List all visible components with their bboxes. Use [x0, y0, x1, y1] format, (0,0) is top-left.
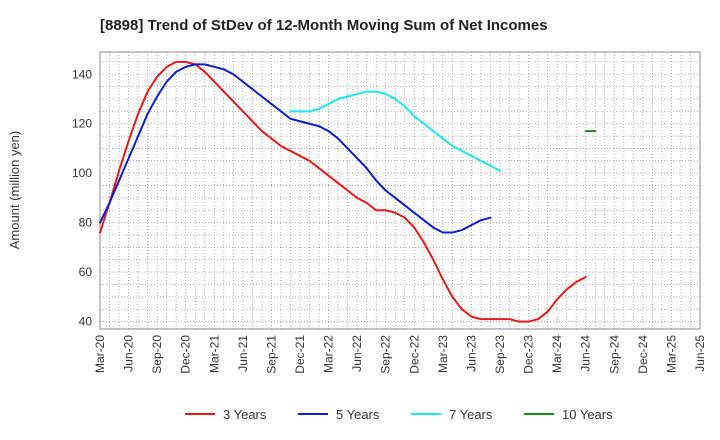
x-tick-label: Sep-24: [607, 335, 621, 374]
x-tick-label: Mar-20: [93, 335, 107, 373]
y-tick-label: 80: [79, 216, 93, 230]
y-axis-label: Amount (million yen): [7, 131, 22, 250]
x-axis: Mar-20 Jun-20 Sep-20 Dec-20 Mar-21 Jun-21 Sep-…: [93, 335, 707, 374]
x-tick-label: Dec-22: [407, 335, 421, 374]
series-line-5-years: [99, 63, 492, 234]
x-tick-label: Dec-21: [293, 335, 307, 374]
x-tick-label: Jun-20: [122, 335, 136, 372]
series-line-3-years: [99, 60, 587, 323]
y-tick-label: 60: [79, 265, 93, 279]
x-tick-label: Mar-21: [207, 335, 221, 373]
x-tick-label: Mar-22: [322, 335, 336, 373]
legend-label: 3 Years: [223, 407, 267, 422]
plot-area: [99, 51, 701, 330]
x-tick-label: Sep-22: [379, 335, 393, 374]
x-tick-label: Jun-24: [579, 335, 593, 372]
x-tick-label: Sep-23: [493, 335, 507, 374]
series-line-7-years: [289, 90, 501, 172]
legend-label: 10 Years: [562, 407, 613, 422]
legend: 3 Years 5 Years 7 Years 10 Years: [185, 407, 613, 422]
chart-title: [8898] Trend of StDev of 12-Month Moving…: [100, 17, 548, 34]
legend-label: 5 Years: [336, 407, 380, 422]
y-tick-label: 120: [72, 117, 92, 131]
x-tick-label: Dec-24: [636, 335, 650, 374]
legend-label: 7 Years: [449, 407, 493, 422]
y-axis: 40 60 80 100 120 140: [72, 67, 92, 328]
x-tick-label: Mar-24: [550, 335, 564, 373]
x-tick-label: Jun-22: [350, 335, 364, 372]
series-lines: [99, 60, 597, 323]
x-tick-label: Dec-23: [522, 335, 536, 374]
y-tick-label: 100: [72, 166, 92, 180]
x-tick-label: Jun-21: [236, 335, 250, 372]
x-tick-label: Mar-25: [664, 335, 678, 373]
x-tick-label: Jun-23: [464, 335, 478, 372]
y-tick-label: 140: [72, 67, 92, 81]
x-tick-label: Sep-21: [264, 335, 278, 374]
y-tick-label: 40: [79, 315, 93, 329]
grid: [99, 52, 701, 329]
x-tick-label: Sep-20: [150, 335, 164, 374]
x-tick-label: Mar-23: [436, 335, 450, 373]
x-tick-label: Dec-20: [179, 335, 193, 374]
x-tick-label: Jun-25: [693, 335, 707, 372]
